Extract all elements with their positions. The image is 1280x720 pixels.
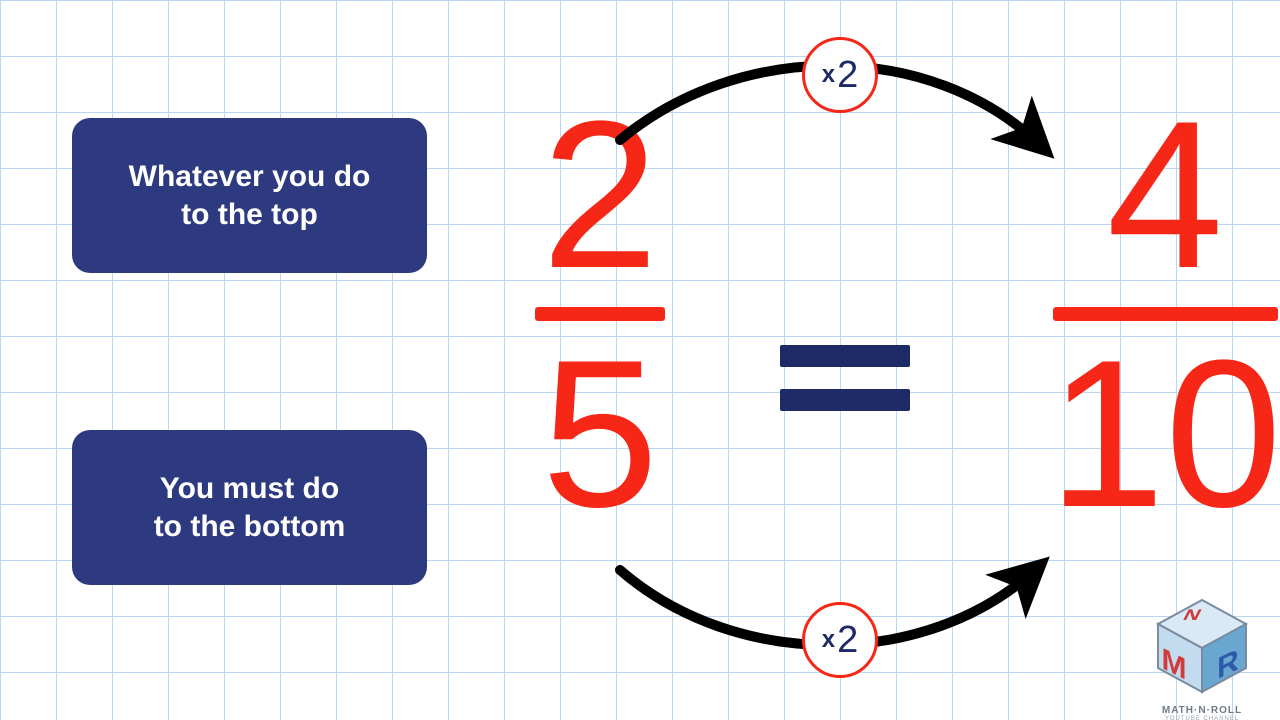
equals-sign — [780, 345, 910, 411]
rule-top-box: Whatever you do to the top — [72, 118, 427, 273]
equals-bar-top — [780, 345, 910, 367]
operator-bottom-x: x — [822, 626, 835, 654]
fraction-left: 2 5 — [520, 100, 680, 528]
rule-top-line1: Whatever you do — [129, 160, 371, 193]
operator-top-x: x — [822, 61, 835, 89]
logo-brand-sub: YOUTUBE CHANNEL — [1142, 716, 1262, 720]
fraction-right-denominator: 10 — [1048, 339, 1280, 528]
operator-bottom: x 2 — [802, 602, 878, 678]
operator-top-n: 2 — [837, 54, 858, 97]
fraction-right-numerator: 4 — [1107, 100, 1224, 289]
rule-bottom-box: You must do to the bottom — [72, 430, 427, 585]
logo-brand-top: MATH·N·ROLL — [1142, 705, 1262, 716]
fraction-left-numerator: 2 — [542, 100, 659, 289]
operator-top: x 2 — [802, 37, 878, 113]
equals-bar-bottom — [780, 389, 910, 411]
brand-logo: N M R MATH·N·ROLL YOUTUBE CHANNEL — [1142, 596, 1262, 706]
fraction-right: 4 10 — [1050, 100, 1280, 528]
fraction-left-denominator: 5 — [542, 339, 659, 528]
operator-bottom-n: 2 — [837, 619, 858, 662]
diagram-canvas: Whatever you do to the top You must do t… — [0, 0, 1280, 720]
rule-bottom-line2: to the bottom — [154, 510, 346, 543]
rule-top-line2: to the top — [181, 198, 318, 231]
rule-bottom-line1: You must do — [160, 472, 339, 505]
